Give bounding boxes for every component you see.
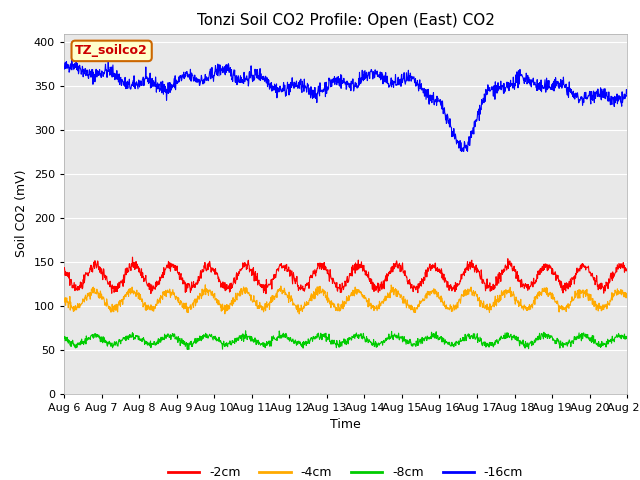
Text: TZ_soilco2: TZ_soilco2 xyxy=(76,44,148,58)
X-axis label: Time: Time xyxy=(330,418,361,431)
Legend: -2cm, -4cm, -8cm, -16cm: -2cm, -4cm, -8cm, -16cm xyxy=(163,461,528,480)
Title: Tonzi Soil CO2 Profile: Open (East) CO2: Tonzi Soil CO2 Profile: Open (East) CO2 xyxy=(196,13,495,28)
Y-axis label: Soil CO2 (mV): Soil CO2 (mV) xyxy=(15,170,28,257)
